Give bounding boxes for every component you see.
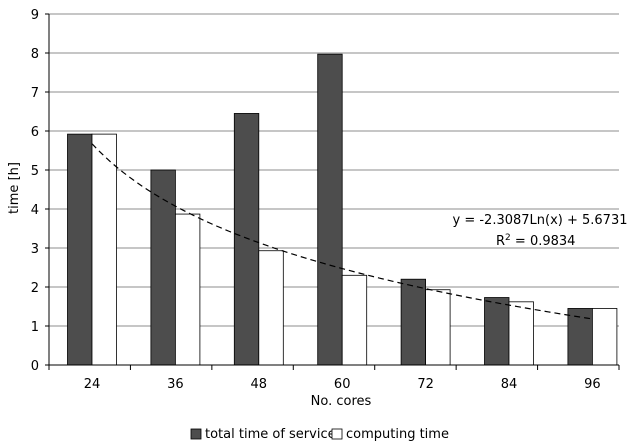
r2-label: R (496, 234, 505, 249)
trendline-r2: R2 = 0.9834 (496, 233, 575, 249)
x-axis-title: No. cores (311, 394, 372, 409)
trendline-equation: y = -2.3087Ln(x) + 5.6731 (453, 213, 628, 228)
x-tick-label: 60 (334, 377, 351, 392)
bar-computing-36 (174, 213, 201, 366)
r2-superscript: 2 (505, 233, 511, 243)
bar-computing-96 (592, 308, 618, 366)
bar-computing-84 (508, 301, 534, 366)
trendline (91, 143, 593, 320)
bars (67, 53, 618, 366)
y-axis-title: time [h] (7, 162, 22, 214)
y-tick-label: 8 (31, 47, 39, 62)
x-tick-label: 48 (251, 377, 268, 392)
y-tick-label: 4 (31, 203, 39, 218)
bar-computing-48 (258, 250, 284, 366)
bar-total-96 (567, 308, 593, 366)
x-tick-label: 24 (84, 377, 101, 392)
bar-total-24 (67, 133, 93, 366)
bar-total-60 (317, 53, 343, 366)
axes (45, 13, 620, 370)
r2-value: = 0.9834 (511, 234, 576, 249)
x-tick-label: 36 (167, 377, 184, 392)
legend-swatch-total (190, 428, 202, 440)
legend-label-computing: computing time (346, 427, 449, 442)
bar-computing-24 (91, 133, 117, 366)
y-tick-label: 3 (31, 242, 39, 257)
y-tick-label: 5 (31, 164, 39, 179)
x-tick-label: 72 (417, 377, 434, 392)
legend-swatch-computing (331, 428, 343, 440)
y-tick-label: 0 (31, 359, 39, 374)
x-tick-labels: 24 36 48 60 72 84 96 (84, 377, 601, 392)
y-tick-labels: 0 1 2 3 4 5 6 7 8 9 (31, 8, 39, 374)
legend: total time of service computing time (190, 427, 449, 442)
bar-total-48 (233, 113, 260, 366)
x-tick-label: 96 (584, 377, 601, 392)
x-tick-label: 84 (501, 377, 518, 392)
y-tick-label: 6 (31, 125, 39, 140)
y-tick-label: 2 (31, 281, 39, 296)
bar-computing-60 (341, 274, 368, 366)
legend-label-total: total time of service (205, 427, 336, 442)
bar-total-84 (484, 297, 510, 366)
bar-computing-72 (425, 289, 451, 366)
bar-total-72 (400, 278, 427, 366)
y-tick-label: 7 (31, 86, 39, 101)
y-tick-label: 9 (31, 8, 39, 23)
y-tick-label: 1 (31, 320, 39, 335)
